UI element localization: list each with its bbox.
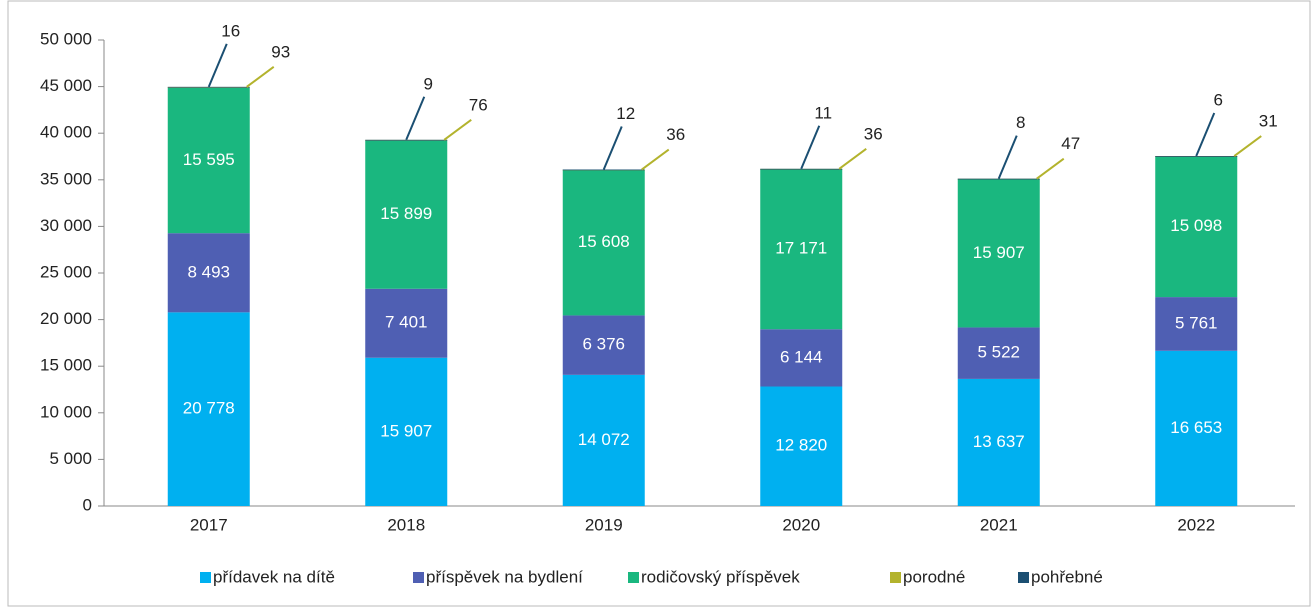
data-label: 15 608	[578, 232, 630, 251]
bar-segment	[167, 87, 250, 234]
data-label: 8 493	[187, 262, 230, 281]
data-label: 12 820	[775, 436, 827, 455]
data-label: 6 144	[780, 347, 823, 366]
data-label: 5 522	[977, 343, 1020, 362]
y-tick-label: 45 000	[40, 76, 92, 95]
data-label: 14 072	[578, 430, 630, 449]
callout-line	[602, 126, 623, 170]
y-tick-label: 35 000	[40, 169, 92, 188]
data-label: 17 171	[775, 239, 827, 258]
bar-segment	[1155, 350, 1238, 506]
bar-segment	[167, 312, 250, 506]
legend-swatch	[890, 572, 901, 583]
bar-segment	[562, 169, 645, 171]
bar-segment	[365, 288, 448, 358]
legend-label: přídavek na dítě	[213, 567, 335, 586]
callout-label: 47	[1061, 134, 1080, 153]
legend-swatch	[200, 572, 211, 583]
data-label: 7 401	[385, 313, 428, 332]
data-label: 15 098	[1170, 216, 1222, 235]
x-tick-label: 2020	[782, 515, 820, 534]
x-tick-label: 2017	[190, 515, 228, 534]
y-tick-label: 0	[83, 495, 92, 514]
y-tick-label: 10 000	[40, 402, 92, 421]
callout-label: 93	[271, 42, 290, 61]
callout-label: 8	[1016, 113, 1025, 132]
bar-segment	[365, 357, 448, 506]
y-tick-label: 20 000	[40, 309, 92, 328]
bar-segment	[760, 386, 843, 506]
bar-segment	[957, 178, 1040, 180]
bar-segment	[562, 315, 645, 375]
bar-segment	[760, 169, 843, 330]
bar-segment	[957, 378, 1040, 506]
bar-segment	[1155, 156, 1238, 298]
callout-label: 6	[1214, 91, 1223, 110]
legend-swatch	[628, 572, 639, 583]
data-label: 15 899	[380, 204, 432, 223]
legend-label: pohřebné	[1031, 567, 1103, 586]
callout-line	[405, 96, 426, 141]
callout-label: 12	[616, 104, 635, 123]
legend-label: porodné	[903, 567, 965, 586]
legend-label: příspěvek na bydlení	[426, 567, 583, 586]
chart-border	[7, 0, 1311, 607]
legend-swatch	[413, 572, 424, 583]
bar-segment	[1155, 156, 1238, 157]
data-label: 5 761	[1175, 313, 1218, 332]
callout-line	[997, 135, 1018, 180]
callout-label: 31	[1259, 112, 1278, 131]
y-tick-label: 40 000	[40, 123, 92, 142]
callout-line	[443, 118, 472, 141]
bar-segment	[957, 179, 1040, 328]
callout-label: 36	[666, 125, 685, 144]
data-label: 16 653	[1170, 418, 1222, 437]
bar-segment	[562, 169, 645, 316]
x-tick-label: 2019	[585, 515, 623, 534]
callout-label: 11	[814, 103, 832, 122]
y-tick-label: 50 000	[40, 29, 92, 48]
callout-label: 16	[221, 21, 240, 40]
callout-line	[800, 125, 821, 170]
x-tick-label: 2018	[387, 515, 425, 534]
legend-label: rodičovský příspěvek	[641, 567, 800, 586]
x-tick-label: 2021	[980, 515, 1018, 534]
y-tick-label: 5 000	[49, 449, 92, 468]
callout-line	[246, 66, 275, 88]
callout-line	[1195, 112, 1216, 157]
callout-label: 36	[864, 124, 883, 143]
bar-segment	[957, 327, 1040, 379]
callout-line	[207, 43, 228, 88]
bar-segment	[1155, 297, 1238, 351]
bar-segment	[365, 139, 448, 141]
data-label: 6 376	[582, 335, 625, 354]
callout-line	[1036, 157, 1065, 180]
callout-line	[1233, 135, 1262, 157]
y-tick-label: 25 000	[40, 262, 92, 281]
bar-segment	[760, 168, 843, 170]
bar-segment	[167, 233, 250, 313]
callout-line	[838, 147, 867, 170]
callout-label: 76	[469, 95, 488, 114]
data-label: 15 907	[973, 243, 1025, 262]
data-label: 15 907	[380, 421, 432, 440]
legend-swatch	[1018, 572, 1029, 583]
bar-segment	[365, 140, 448, 289]
data-label: 20 778	[183, 399, 235, 418]
bar-segment	[760, 329, 843, 387]
data-label: 13 637	[973, 432, 1025, 451]
bar-segment	[167, 86, 250, 88]
y-tick-label: 30 000	[40, 216, 92, 235]
y-tick-label: 15 000	[40, 356, 92, 375]
callout-label: 9	[424, 74, 433, 93]
bar-segment	[562, 374, 645, 506]
x-tick-label: 2022	[1177, 515, 1215, 534]
callout-line	[641, 148, 670, 171]
data-label: 15 595	[183, 150, 235, 169]
